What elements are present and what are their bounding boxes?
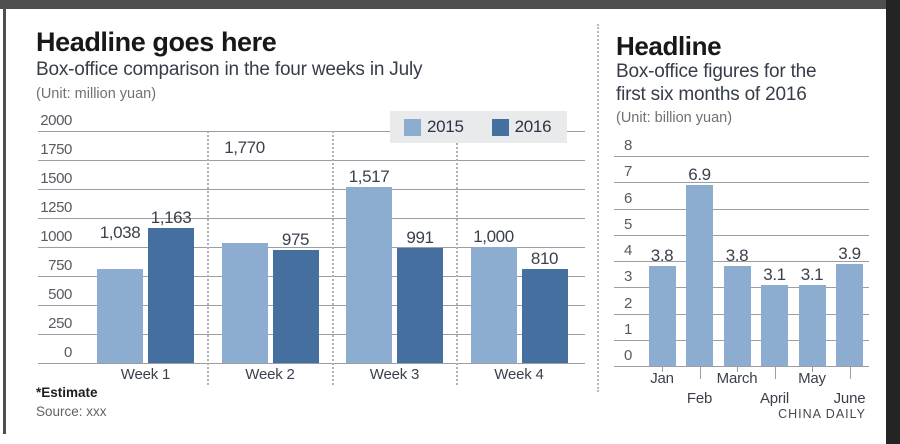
legend-label-2016: 2016	[514, 117, 552, 136]
bar-2016-week-2	[272, 249, 319, 363]
value-label-jan: 3.8	[650, 246, 674, 266]
y-axis-tick-label: 750	[48, 257, 72, 274]
x-axis-label-jan: Jan	[650, 370, 674, 387]
value-label-march: 3.8	[725, 246, 749, 266]
value-label-2016-week-3: 991	[406, 228, 434, 248]
y-axis-tick-label: 2000	[40, 112, 72, 129]
bar-2015-week-1	[97, 269, 143, 363]
y-axis-tick-label: 7	[624, 163, 632, 181]
y-axis-tick-label: 2	[624, 294, 632, 312]
week-separator-dotted-line	[332, 131, 334, 385]
value-label-may: 3.1	[800, 264, 824, 284]
y-axis-tick-label: 1500	[40, 170, 72, 187]
x-axis-tickmark-may	[812, 366, 813, 372]
bar-feb	[686, 184, 713, 366]
y-axis-tick-label: 3	[624, 268, 632, 286]
x-axis-label-week-2: Week 2	[245, 366, 295, 383]
gridline	[614, 182, 869, 184]
x-axis-tickmark-june	[849, 366, 851, 379]
x-axis-label-feb: Feb	[686, 390, 713, 407]
value-label-2016-week-2: 975	[281, 229, 310, 249]
bar-april	[761, 284, 788, 366]
week-separator-dotted-line	[456, 131, 458, 385]
estimate-footnote: *Estimate	[36, 385, 98, 400]
week-separator-dotted-line	[207, 131, 209, 385]
value-label-2016-week-4: 810	[530, 249, 559, 269]
value-label-april: 3.1	[763, 264, 786, 284]
x-axis-tickmark-feb	[699, 366, 701, 379]
bar-june	[836, 263, 863, 366]
value-label-june: 3.9	[838, 243, 861, 263]
gridline	[38, 160, 585, 161]
gridline	[614, 366, 869, 367]
value-label-2015-week-2: 1,770	[224, 137, 265, 157]
value-label-2016-week-1: 1,163	[150, 208, 192, 228]
gridline	[38, 363, 585, 364]
legend-label-2015: 2015	[427, 117, 464, 136]
x-axis-tickmark-april	[774, 366, 776, 379]
right-border-strip	[886, 0, 900, 444]
bar-2015-week-3	[346, 187, 392, 363]
bar-2016-week-4	[521, 269, 568, 363]
left-chart-subtitle: Box-office comparison in the four weeks …	[36, 59, 423, 80]
y-axis-tick-label: 1250	[40, 199, 72, 216]
y-axis-tick-label: 8	[624, 137, 632, 154]
bar-may	[798, 284, 826, 366]
left-chart-title: Headline goes here	[36, 27, 277, 57]
x-axis-label-may: May	[798, 370, 826, 387]
y-axis-tick-label: 1750	[40, 141, 72, 158]
x-axis-label-week-3: Week 3	[369, 366, 420, 383]
y-axis-tick-label: 0	[624, 347, 632, 364]
panel-divider-dotted-line	[597, 24, 599, 392]
right-chart-title: Headline	[616, 31, 722, 61]
top-border-bar	[0, 0, 900, 9]
value-label-2015-week-1: 1,038	[99, 222, 141, 242]
x-axis-label-week-1: Week 1	[120, 366, 171, 383]
gridline	[38, 218, 585, 219]
gridline	[38, 189, 585, 190]
x-axis-label-march: March	[716, 370, 758, 387]
legend-swatch-2016	[491, 118, 509, 136]
gridline	[38, 247, 585, 248]
y-axis-tick-label: 4	[624, 242, 632, 259]
x-axis-tickmark-march	[737, 366, 738, 372]
value-label-feb: 6.9	[688, 164, 711, 184]
bar-2015-week-2	[221, 242, 268, 363]
gridline	[38, 131, 585, 132]
y-axis-tick-label: 1000	[40, 228, 72, 245]
china-daily-credit: CHINA DAILY	[778, 407, 866, 421]
source-footnote: Source: xxx	[36, 404, 107, 419]
bar-2015-week-4	[470, 247, 517, 363]
x-axis-tickmark-jan	[662, 366, 663, 372]
x-axis-label-april: April	[759, 390, 789, 407]
y-axis-tick-label: 0	[64, 344, 72, 361]
bar-2016-week-3	[397, 248, 443, 363]
x-axis-label-june: June	[833, 390, 866, 407]
y-axis-tick-label: 250	[48, 315, 72, 332]
bar-2016-week-1	[148, 228, 194, 363]
value-label-2015-week-4: 1,000	[473, 227, 514, 246]
y-axis-tick-label: 1	[624, 320, 632, 338]
value-label-2015-week-3: 1,517	[348, 167, 390, 187]
gridline	[614, 234, 869, 236]
y-axis-tick-label: 5	[624, 215, 632, 233]
left-border-line	[3, 8, 6, 434]
gridline	[614, 156, 869, 157]
y-axis-tick-label: 500	[48, 286, 72, 303]
chart-legend: 2015 2016	[390, 111, 567, 143]
left-chart-unit-label: (Unit: million yuan)	[36, 86, 157, 102]
gridline	[614, 261, 869, 262]
bar-march	[723, 266, 751, 366]
right-chart-unit-label: (Unit: billion yuan)	[616, 110, 733, 126]
bar-jan	[648, 266, 676, 366]
gridline	[614, 208, 869, 210]
right-chart-subtitle: Box-office figures for the first six mon…	[616, 61, 817, 105]
x-axis-label-week-4: Week 4	[494, 366, 544, 383]
legend-swatch-2015	[404, 118, 421, 136]
y-axis-tick-label: 6	[624, 189, 632, 207]
